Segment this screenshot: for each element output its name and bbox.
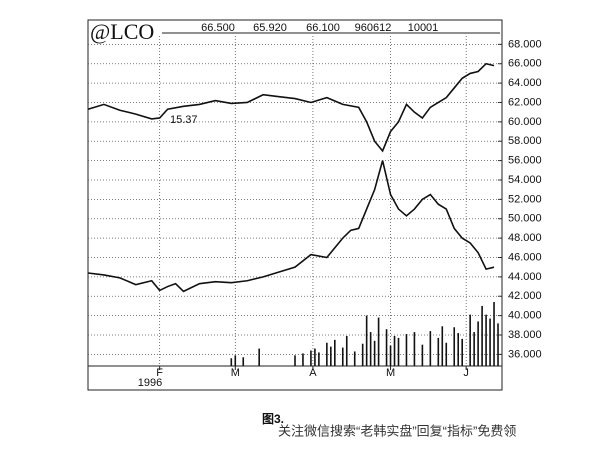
volume-bar — [230, 358, 233, 366]
y-tick-label: 60.000 — [508, 116, 542, 128]
volume-bar — [373, 340, 376, 366]
x-tick-label: A — [309, 367, 317, 379]
frame — [87, 19, 503, 391]
volume-bar — [441, 326, 444, 366]
volume-bar — [389, 345, 392, 366]
header-value: 960612 — [355, 22, 392, 34]
volume-bar — [457, 333, 460, 366]
header-value: 66.500 — [201, 22, 235, 34]
volume-bar — [334, 339, 336, 366]
volume-bar — [405, 334, 408, 366]
y-tick-label: 64.000 — [508, 77, 542, 89]
volume-bar — [353, 351, 356, 366]
y-tick-label: 54.000 — [508, 174, 542, 186]
volume-bar — [294, 355, 296, 366]
volume-bar — [310, 350, 312, 366]
volume-bar — [302, 353, 304, 366]
volume-bar — [413, 332, 416, 366]
volume-bar — [345, 335, 348, 366]
chart-title: @LCO — [90, 19, 154, 44]
header-value: 10001 — [408, 22, 439, 34]
y-tick-label: 50.000 — [508, 213, 542, 225]
volume-bar — [326, 342, 328, 366]
volume-bar — [461, 338, 463, 366]
annotation: 15.37 — [170, 114, 198, 126]
y-tick-label: 44.000 — [508, 271, 542, 283]
volume-bar — [469, 314, 471, 366]
y-tick-label: 40.000 — [508, 310, 542, 322]
volume-bar — [497, 323, 499, 366]
volume-bar — [234, 355, 237, 366]
year-label: 1996 — [138, 377, 162, 389]
volume-bar — [330, 346, 332, 366]
volume-bar — [429, 331, 432, 366]
volume-bar — [314, 348, 316, 366]
volume-bar — [493, 302, 495, 366]
volume-bar — [473, 332, 475, 366]
y-tick-label: 62.000 — [508, 96, 542, 108]
x-tick-label: F — [156, 367, 163, 379]
volume-bar — [242, 357, 245, 366]
y-tick-label: 52.000 — [508, 193, 542, 205]
price-line — [87, 62, 495, 153]
x-tick-label: J — [463, 367, 469, 379]
y-tick-label: 38.000 — [508, 329, 542, 341]
volume-bar — [341, 347, 344, 366]
y-tick-label: 68.000 — [508, 38, 542, 50]
y-tick-label: 66.000 — [508, 58, 542, 70]
y-tick-label: 56.000 — [508, 155, 542, 167]
y-tick-label: 36.000 — [508, 348, 542, 360]
volume-bar — [393, 335, 396, 366]
volume-bar — [318, 352, 320, 366]
caption: 图3. — [262, 412, 284, 426]
volume-bar — [445, 342, 448, 366]
volume-bar — [385, 329, 388, 366]
volume-bar — [369, 332, 372, 366]
volume-bar — [377, 317, 380, 366]
volume-bar — [477, 321, 479, 366]
volume-bar — [485, 314, 487, 366]
x-tick-label: M — [386, 367, 395, 379]
volume-bar — [437, 337, 440, 366]
volume-bar — [453, 327, 456, 366]
header-value: 66.100 — [306, 22, 340, 34]
volume-bar — [361, 343, 364, 366]
volume-bar — [397, 337, 400, 366]
y-tick-label: 46.000 — [508, 251, 542, 263]
y-tick-label: 42.000 — [508, 290, 542, 302]
x-tick-label: M — [231, 367, 240, 379]
watermark: 关注微信搜索“老韩实盘”回复“指标”免费领 — [278, 423, 516, 438]
volume-bar — [258, 348, 260, 366]
volume-bar — [489, 318, 491, 366]
y-tick-label: 48.000 — [508, 232, 542, 244]
volume-bar — [481, 305, 483, 366]
header-value: 65.920 — [253, 22, 287, 34]
y-tick-label: 58.000 — [508, 135, 542, 147]
price-line — [87, 160, 495, 293]
volume-bar — [421, 344, 424, 366]
volume-bar — [365, 315, 368, 366]
